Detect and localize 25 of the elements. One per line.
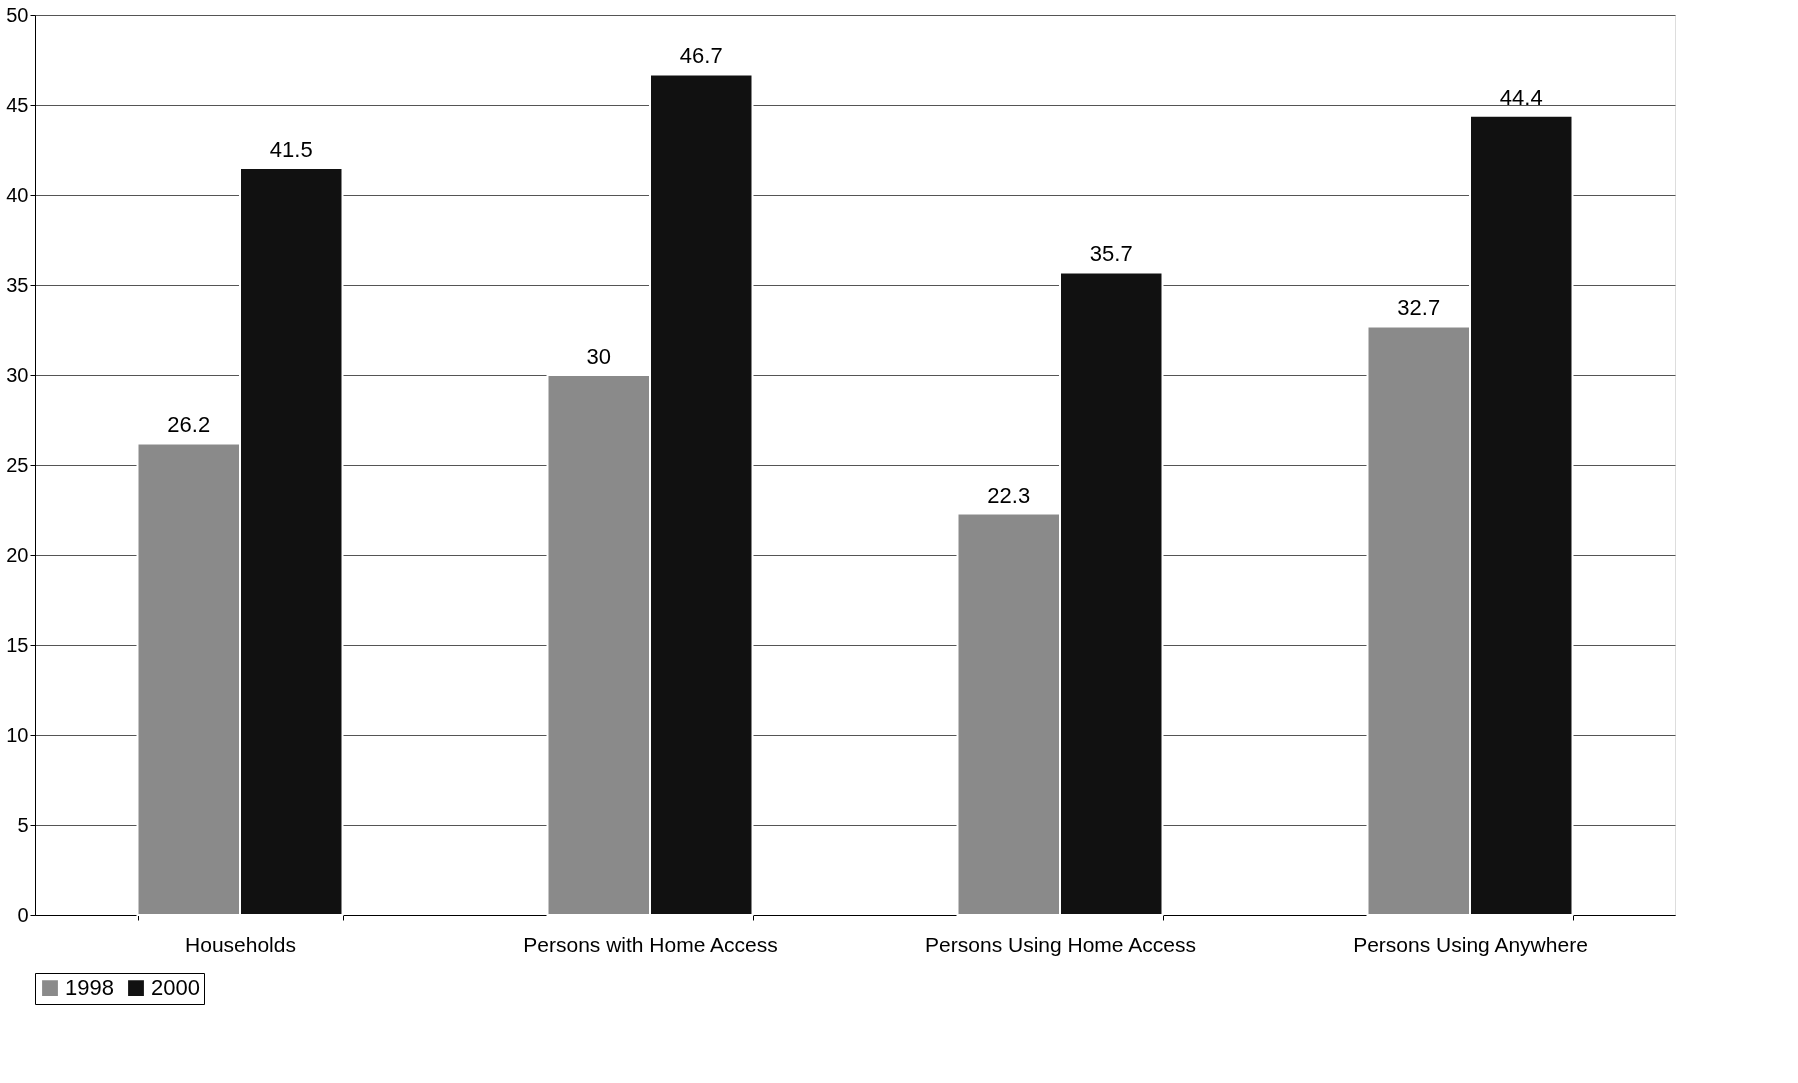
x-tick-label: Persons with Home Access [523,932,778,956]
legend-label: 2000 [151,975,200,1001]
data-label: 22.3 [987,482,1031,508]
data-label: 35.7 [1089,241,1133,267]
y-tick-label: 15 [6,633,29,656]
y-tick-label: 0 [17,903,29,926]
x-tick-label: Households [185,932,296,956]
y-tick-label: 25 [6,453,29,476]
y-tick-label: 50 [6,3,29,26]
x-tick-label: Persons Using Home Access [925,932,1196,956]
y-tick-label: 20 [6,543,29,566]
data-label: 32.7 [1397,295,1441,321]
y-tick-label: 40 [6,183,29,206]
data-label: 44.4 [1499,84,1543,110]
y-tick-label: 30 [6,363,29,386]
y-tick-label: 35 [6,273,29,296]
x-tick-label: Persons Using Anywhere [1353,932,1588,956]
data-label: 26.2 [167,412,211,438]
data-label: 46.7 [679,43,723,69]
y-tick-label: 45 [6,93,29,116]
y-tick-label: 10 [6,723,29,746]
data-label: 41.5 [269,137,313,162]
y-tick-label: 5 [17,813,29,836]
legend-label: 1998 [65,975,114,1001]
data-label: 30 [586,344,611,369]
